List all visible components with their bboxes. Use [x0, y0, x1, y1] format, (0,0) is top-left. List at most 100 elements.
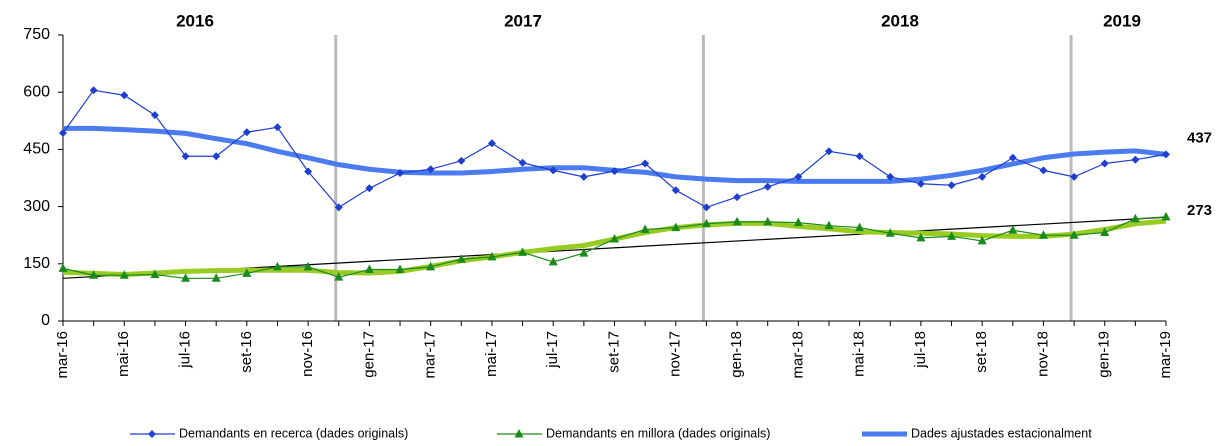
x-tick-label: gen-17: [360, 331, 377, 378]
marker: [396, 169, 405, 178]
marker: [211, 273, 221, 282]
marker: [120, 91, 129, 100]
marker: [579, 172, 588, 181]
x-tick-label: mar-19: [1157, 331, 1174, 379]
x-tick-label: jul-16: [177, 331, 194, 369]
marker: [426, 165, 435, 174]
marker: [518, 158, 527, 167]
marker: [304, 167, 313, 176]
marker: [181, 273, 191, 282]
x-tick-label: nov-16: [299, 331, 316, 377]
y-tick-label: 750: [23, 26, 50, 43]
x-tick-label: mai-16: [115, 331, 132, 377]
marker: [1162, 150, 1170, 159]
marker: [58, 263, 68, 272]
x-tick-label: nov-18: [1034, 331, 1051, 377]
year-label: 2016: [176, 11, 214, 30]
marker: [150, 111, 159, 120]
marker: [794, 172, 803, 181]
marker: [671, 222, 681, 232]
marker: [242, 128, 251, 137]
marker: [1070, 172, 1079, 181]
marker: [549, 166, 558, 175]
x-tick-label: mar-17: [422, 331, 439, 379]
series-line: [62, 89, 1167, 208]
marker: [365, 184, 374, 193]
x-tick-label: mai-18: [851, 331, 868, 377]
y-tick-label: 300: [23, 198, 50, 215]
marker: [671, 186, 680, 195]
x-tick-label: mar-18: [789, 331, 806, 379]
marker: [916, 179, 925, 188]
marker: [793, 217, 803, 227]
marker: [763, 216, 773, 226]
marker: [487, 139, 496, 148]
y-tick-label: 450: [23, 141, 50, 158]
marker: [916, 232, 926, 242]
marker: [947, 231, 957, 240]
legend-label: Dades ajustades estacionalment: [911, 426, 1092, 440]
marker: [89, 86, 98, 95]
legend-label: Demandants en millora (dades originals): [546, 426, 770, 440]
marker: [1039, 166, 1048, 175]
marker: [457, 156, 466, 165]
marker: [334, 272, 344, 281]
marker: [395, 264, 405, 274]
marker: [732, 216, 742, 226]
marker: [1008, 153, 1017, 162]
end-label: 437: [1187, 129, 1212, 146]
marker: [119, 270, 129, 279]
y-tick-label: 0: [41, 312, 50, 329]
marker: [148, 430, 156, 438]
x-tick-label: jul-18: [912, 331, 929, 369]
legend-item: Dades ajustades estacionalment: [862, 426, 1092, 440]
marker: [1130, 213, 1140, 223]
marker: [885, 228, 895, 237]
y-tick-label: 600: [23, 83, 50, 100]
marker: [548, 256, 558, 266]
x-tick-label: mai-17: [483, 331, 500, 377]
marker: [334, 203, 343, 212]
marker: [610, 167, 619, 176]
year-label: 2018: [881, 11, 919, 30]
marker: [702, 203, 711, 212]
legend-item: Demandants en recerca (dades originals): [130, 426, 408, 440]
year-label: 2017: [504, 11, 542, 30]
marker: [364, 264, 374, 274]
marker: [733, 193, 742, 202]
marker: [763, 182, 772, 191]
legend-label: Demandants en recerca (dades originals): [179, 426, 408, 440]
marker: [855, 152, 864, 161]
marker: [855, 222, 865, 232]
marker: [824, 220, 834, 230]
marker: [212, 152, 221, 161]
marker: [426, 261, 436, 271]
y-tick-label: 150: [23, 255, 50, 272]
x-tick-label: set-16: [238, 331, 255, 373]
x-tick-label: mar-16: [54, 331, 71, 379]
x-tick-label: nov-17: [667, 331, 684, 377]
marker: [1008, 225, 1018, 234]
marker: [610, 234, 619, 243]
marker: [701, 218, 711, 228]
end-label: 273: [1187, 202, 1212, 219]
x-tick-label: jul-17: [544, 331, 561, 369]
marker: [579, 248, 589, 257]
marker: [59, 129, 67, 138]
marker: [947, 181, 956, 190]
marker: [518, 247, 528, 256]
marker: [886, 172, 895, 181]
x-tick-label: gen-18: [728, 331, 745, 378]
marker: [150, 269, 160, 278]
marker: [303, 261, 313, 271]
marker: [487, 251, 497, 261]
marker: [977, 235, 987, 245]
marker: [1100, 159, 1109, 168]
marker: [1131, 155, 1140, 164]
marker: [824, 147, 833, 156]
marker: [1038, 230, 1048, 239]
marker: [273, 123, 282, 132]
marker: [456, 254, 466, 263]
marker: [242, 268, 252, 277]
